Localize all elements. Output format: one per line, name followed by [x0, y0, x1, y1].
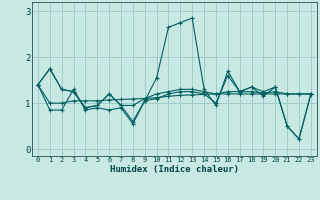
X-axis label: Humidex (Indice chaleur): Humidex (Indice chaleur): [110, 165, 239, 174]
